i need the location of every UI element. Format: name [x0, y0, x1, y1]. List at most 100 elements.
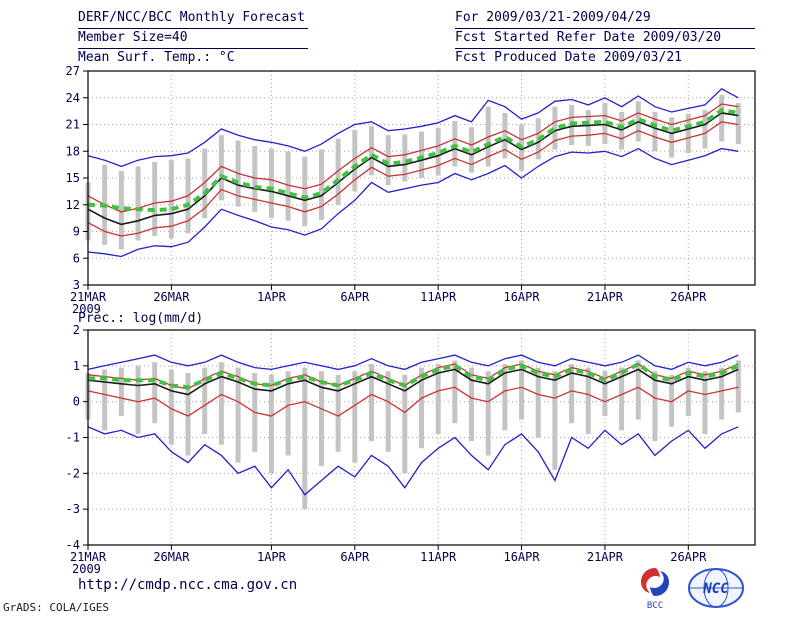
member-spread-bar [652, 371, 658, 442]
y-tick-label: 27 [66, 64, 80, 78]
ensemble-min-line [87, 426, 739, 496]
x-tick-label: 26APR [670, 290, 707, 304]
member-spread-bar [168, 160, 174, 239]
member-spread-bar [569, 364, 575, 424]
x-tick-label: 21MAR [70, 290, 107, 304]
member-spread-bar [368, 126, 374, 176]
ensemble-max-line [87, 354, 739, 371]
y-tick-label: 0 [73, 395, 80, 409]
y-tick-label: -2 [66, 466, 80, 480]
member-spread-bar [552, 106, 558, 150]
member-spread-bar [218, 362, 224, 445]
member-spread-bar [235, 367, 241, 463]
x-tick-label: 6APR [340, 550, 370, 564]
member-spread-bar [335, 374, 341, 452]
bcc-logo-blue-swirl [650, 571, 669, 596]
x-tick-label: 21APR [587, 550, 624, 564]
member-spread-bar [552, 371, 558, 470]
temp-axis-title: Mean Surf. Temp.: °C [78, 50, 235, 65]
member-spread-bar [619, 112, 625, 150]
x-tick-label: 21MAR [70, 550, 107, 564]
member-spread-bar [502, 364, 508, 431]
member-spread-bar [685, 113, 691, 154]
member-spread-bar [452, 120, 458, 167]
member-spread-bar [602, 371, 608, 416]
x-tick-label: 6APR [340, 290, 370, 304]
x-tick-label: 21APR [587, 290, 624, 304]
member-spread-bar [118, 170, 124, 250]
ensemble-max-line [87, 88, 739, 168]
member-spread-bar [619, 367, 625, 431]
bcc-logo-red-swirl [641, 568, 660, 593]
y-tick-label: 1 [73, 359, 80, 373]
x-tick-year-label: 2009 [72, 302, 101, 316]
bcc-logo-text: BCC [647, 601, 663, 611]
ncc-logo-text: NCC [702, 581, 729, 597]
y-tick-label: 2 [73, 323, 80, 337]
member-spread-bar [252, 145, 258, 212]
member-spread-bar [502, 112, 508, 159]
fcst-produced-date-label: Fcst Produced Date 2009/03/21 [455, 50, 682, 65]
y-tick-label: 18 [66, 144, 80, 158]
x-tick-label: 1APR [257, 290, 287, 304]
member-spread-bar [118, 367, 124, 416]
member-spread-bar [285, 371, 291, 456]
member-spread-bar [168, 369, 174, 445]
ncc-logo: NCC [688, 568, 744, 608]
member-spread-bar [469, 367, 475, 442]
member-spread-bar [602, 103, 608, 145]
ensemble-mean-line [87, 112, 739, 226]
member-spread-bar [669, 117, 675, 158]
member-spread-bar [702, 110, 708, 149]
member-spread-bar [102, 369, 108, 431]
x-tick-label: 26MAR [153, 550, 190, 564]
y-tick-label: -1 [66, 431, 80, 445]
header-left-column: DERF/NCC/BCC Monthly Forecast Member Siz… [78, 9, 308, 68]
y-tick-label: 21 [66, 118, 80, 132]
y-tick-label: 9 [73, 225, 80, 239]
member-spread-bar [135, 166, 141, 241]
member-spread-bar [202, 148, 208, 219]
member-spread-bar [419, 131, 424, 178]
member-size-label: Member Size=40 [78, 29, 308, 49]
climatology-line [88, 361, 740, 390]
member-spread-bar [685, 367, 691, 416]
forecast-range-label: For 2009/03/21-2009/04/29 [455, 9, 755, 29]
member-spread-bar [352, 371, 358, 463]
ensemble-min-line [87, 147, 739, 258]
member-spread-bar [268, 148, 274, 219]
member-spread-bar [702, 371, 708, 434]
member-spread-bar [368, 364, 374, 442]
member-spread-bar [285, 151, 291, 221]
x-tick-label: 11APR [420, 290, 457, 304]
member-spread-bar [469, 127, 475, 173]
x-tick-label: 16APR [503, 550, 540, 564]
y-tick-label: 3 [73, 278, 80, 292]
lower-quartile-line [87, 386, 739, 417]
member-spread-bar [402, 374, 408, 474]
member-spread-bar [335, 138, 341, 205]
ensemble-mean-line [87, 368, 739, 396]
upper-quartile-line [87, 103, 739, 213]
fcst-refer-date-label: Fcst Started Refer Date 2009/03/20 [455, 29, 755, 49]
member-spread-bar [519, 360, 525, 420]
member-spread-bar [302, 156, 308, 227]
member-spread-bar [585, 110, 591, 146]
member-spread-bar [652, 112, 658, 152]
member-spread-bar [385, 371, 391, 452]
member-spread-bar [185, 373, 191, 456]
y-tick-label: -4 [66, 538, 80, 552]
member-spread-bar [669, 374, 675, 427]
member-spread-bar [218, 135, 224, 201]
y-tick-label: 24 [66, 91, 80, 105]
y-tick-label: 12 [66, 198, 80, 212]
x-tick-year-label: 2009 [72, 562, 101, 576]
member-spread-bar [435, 364, 441, 434]
member-spread-bar [435, 128, 441, 176]
member-spread-bar [585, 367, 591, 434]
x-tick-label: 1APR [257, 550, 287, 564]
member-spread-bar [535, 367, 541, 438]
